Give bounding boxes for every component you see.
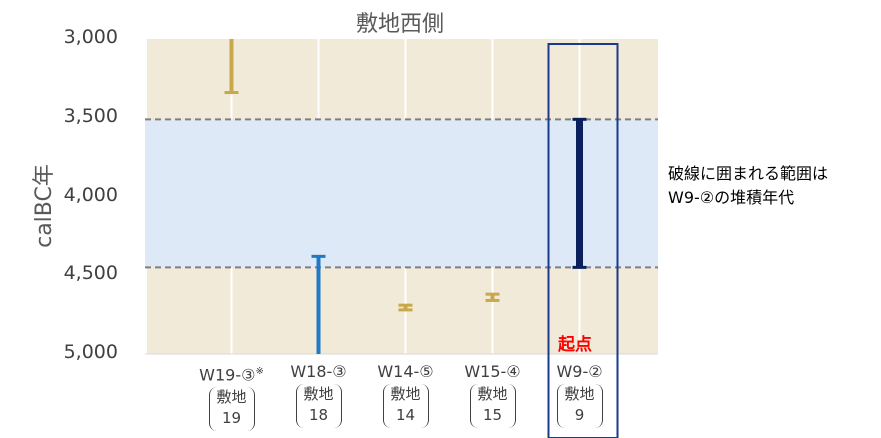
- x-category: W18-③ 敷地 18: [274, 362, 364, 428]
- site-name: 敷地: [303, 385, 334, 403]
- y-tick-label: 4,000: [63, 183, 118, 206]
- range-mark-1: [224, 39, 239, 95]
- annotation-line: 破線に囲まれる範囲は: [668, 164, 829, 183]
- category-code: W19-③※: [199, 365, 264, 385]
- range-mark-2: [311, 254, 326, 354]
- highlight-box: [547, 43, 619, 438]
- category-code: W14-⑤: [377, 362, 434, 381]
- site-name: 敷地: [390, 385, 421, 403]
- site-label: 敷地 14: [382, 384, 429, 428]
- x-category: W14-⑤ 敷地 14: [361, 362, 451, 428]
- y-tick-label: 3,000: [63, 26, 118, 48]
- date-range-band: [145, 119, 658, 268]
- x-category: W15-④ 敷地 15: [448, 362, 538, 428]
- site-name: 敷地: [477, 385, 508, 403]
- annotation-text: 破線に囲まれる範囲は W9-②の堆積年代: [668, 162, 828, 210]
- start-label: 起点: [558, 335, 592, 355]
- category-code: W15-④: [464, 362, 521, 381]
- range-mark-5: [572, 117, 587, 269]
- y-tick-label: 5,000: [63, 341, 118, 363]
- site-number: 9: [574, 406, 585, 424]
- annotation-line: W9-②の堆積年代: [668, 188, 795, 207]
- category-code: W9-②: [556, 362, 603, 381]
- y-axis-label: calBC年: [32, 164, 57, 248]
- category-code: W18-③: [290, 362, 347, 381]
- site-name: 敷地: [564, 385, 595, 403]
- site-name: 敷地: [216, 388, 247, 407]
- start-highlight-box: [547, 43, 619, 438]
- dashed-lines: [145, 118, 658, 269]
- site-label: 敷地 18: [295, 384, 342, 428]
- x-category: W19-③※ 敷地 19: [187, 362, 277, 432]
- range-mark-4: [485, 292, 500, 302]
- site-label: 敷地 15: [469, 384, 516, 428]
- y-tick-label: 4,500: [63, 262, 118, 285]
- site-number: 14: [395, 406, 416, 424]
- range-marks: [224, 39, 587, 354]
- x-category: W9-② 敷地 9: [535, 362, 625, 428]
- range-mark-3: [398, 303, 413, 312]
- y-tick-label: 3,500: [63, 104, 118, 127]
- highlight-band: [145, 119, 658, 268]
- chart-title: 敷地西側: [355, 12, 444, 37]
- site-label: 敷地 19: [208, 387, 255, 432]
- site-number: 15: [482, 406, 503, 424]
- site-number: 18: [308, 406, 329, 424]
- note-mark: ※: [255, 366, 264, 377]
- site-label: 敷地 9: [556, 384, 603, 428]
- site-number: 19: [221, 409, 242, 428]
